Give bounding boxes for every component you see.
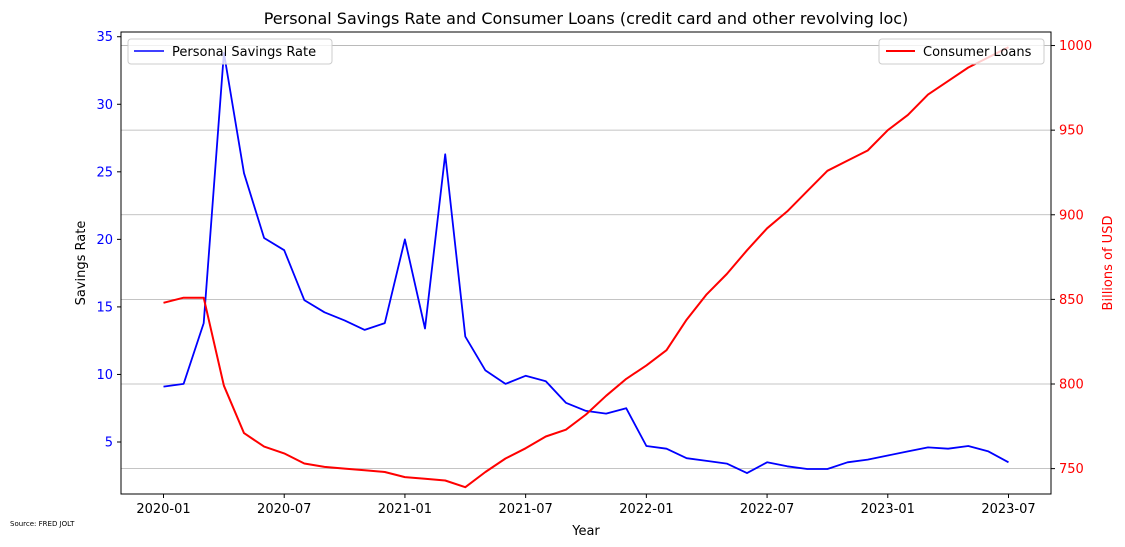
left-tick-label: 25 <box>96 165 113 180</box>
x-tick-label: 2021-07 <box>498 502 552 517</box>
plot-frame <box>120 31 1052 495</box>
series-line-consumer-loans <box>163 46 1009 489</box>
grid-lines <box>121 45 1051 470</box>
x-tick-label: 2020-01 <box>136 502 190 517</box>
legend-personal-savings-rate: Personal Savings Rate <box>127 38 333 65</box>
x-tick-label: 2020-07 <box>257 502 311 517</box>
x-tick-label: 2021-01 <box>378 502 432 517</box>
legend-label: Personal Savings Rate <box>172 45 316 60</box>
left-tick-label: 5 <box>105 435 113 450</box>
right-tick-label: 750 <box>1059 462 1084 477</box>
left-tick-label: 35 <box>96 30 113 45</box>
right-tick-label: 900 <box>1059 208 1084 223</box>
left-tick-label: 30 <box>96 98 113 113</box>
x-tick-label: 2023-07 <box>981 502 1035 517</box>
left-axis-label: Savings Rate <box>74 221 89 306</box>
x-axis: 2020-01 2020-07 2021-01 2021-07 2022-01 2022-… <box>136 494 1036 517</box>
legend-box <box>878 38 1045 65</box>
source-note: Source: FRED JOLT <box>10 520 75 528</box>
legend-box <box>127 38 333 65</box>
x-axis-label: Year <box>571 524 600 539</box>
series-layer <box>163 46 1009 489</box>
x-tick-label: 2022-07 <box>740 502 794 517</box>
right-axis: 750 800 850 900 950 1000 <box>1051 39 1092 477</box>
chart-title: Personal Savings Rate and Consumer Loans… <box>264 9 909 28</box>
right-tick-label: 800 <box>1059 378 1084 393</box>
x-tick-label: 2023-01 <box>861 502 915 517</box>
right-tick-label: 950 <box>1059 124 1084 139</box>
x-tick-label: 2022-01 <box>619 502 673 517</box>
left-axis: 5 10 15 20 25 30 35 <box>96 30 121 450</box>
legend-label: Consumer Loans <box>923 45 1032 60</box>
right-tick-label: 1000 <box>1059 39 1092 54</box>
right-tick-label: 850 <box>1059 293 1084 308</box>
left-tick-label: 10 <box>96 368 113 383</box>
series-line-personal-savings-rate <box>163 52 1009 475</box>
left-tick-label: 20 <box>96 233 113 248</box>
right-axis-label: Billions of USD <box>1101 216 1116 311</box>
legend-consumer-loans: Consumer Loans <box>878 38 1045 65</box>
left-tick-label: 15 <box>96 300 113 315</box>
